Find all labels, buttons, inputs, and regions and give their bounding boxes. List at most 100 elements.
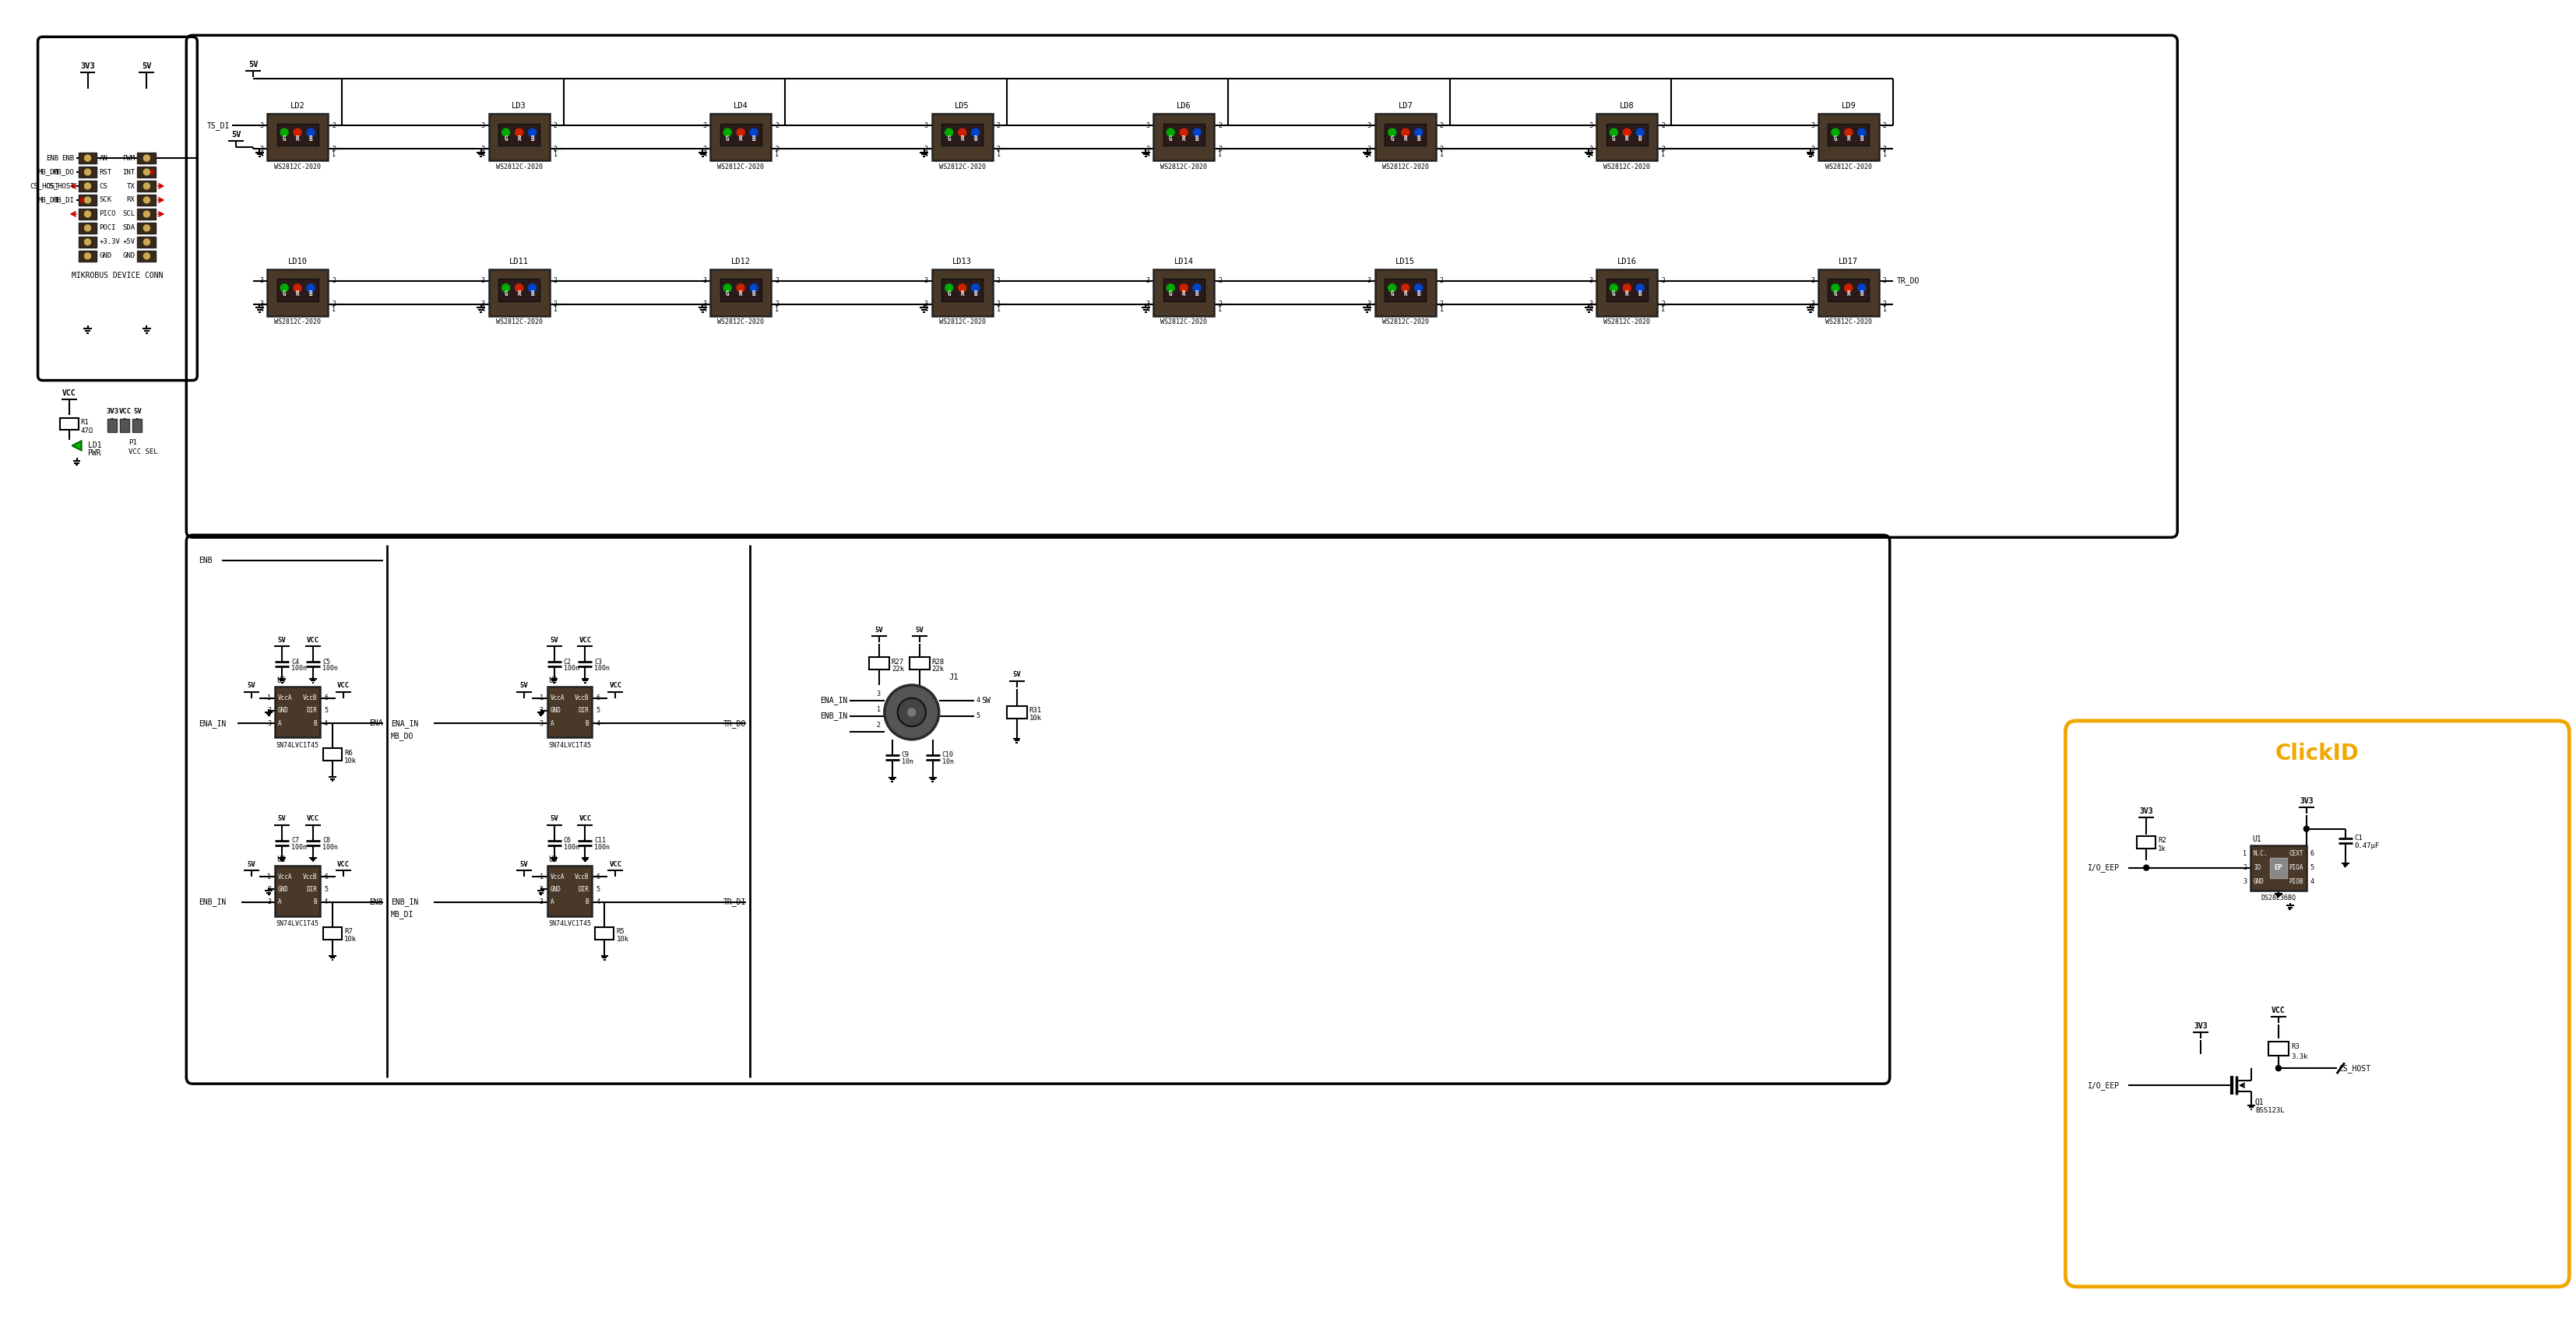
Text: 1: 1: [538, 874, 544, 880]
Text: 3: 3: [876, 691, 881, 698]
Text: 1: 1: [1883, 151, 1886, 157]
Text: R: R: [518, 135, 520, 143]
Bar: [77, 250, 98, 261]
Text: +3.3V: +3.3V: [100, 238, 121, 245]
Text: LD10: LD10: [289, 257, 307, 265]
Circle shape: [1623, 284, 1631, 292]
Circle shape: [144, 155, 149, 161]
Text: 2: 2: [268, 707, 270, 714]
Text: 4: 4: [260, 306, 263, 313]
Text: VccA: VccA: [551, 694, 564, 702]
Circle shape: [971, 129, 979, 136]
Text: LD8: LD8: [1620, 103, 1633, 111]
Text: A: A: [278, 719, 281, 727]
Text: B: B: [1860, 290, 1862, 297]
Text: N.C.: N.C.: [2254, 850, 2267, 858]
Bar: [1607, 124, 1649, 147]
Text: 5V: 5V: [247, 682, 255, 689]
Circle shape: [896, 698, 925, 726]
Text: R27: R27: [891, 658, 904, 665]
Text: SN74LVC1T45: SN74LVC1T45: [549, 920, 590, 927]
Text: B: B: [314, 719, 317, 727]
Text: 2: 2: [332, 123, 335, 129]
Text: ENA_IN: ENA_IN: [392, 719, 417, 727]
Text: R: R: [1847, 135, 1850, 143]
Text: SN74LVC1T45: SN74LVC1T45: [549, 742, 590, 749]
Text: 5V: 5V: [247, 860, 255, 868]
Text: GND: GND: [2254, 878, 2264, 886]
Text: 2: 2: [775, 277, 778, 285]
Text: G: G: [1834, 290, 1837, 297]
Circle shape: [750, 284, 757, 292]
Circle shape: [85, 169, 90, 176]
Text: B: B: [585, 719, 590, 727]
Text: 2: 2: [268, 886, 270, 892]
Bar: [108, 418, 116, 433]
Text: WS2812C-2020: WS2812C-2020: [1826, 163, 1873, 170]
Text: TR_DI: TR_DI: [724, 898, 747, 906]
Text: LD7: LD7: [1399, 103, 1412, 111]
Text: B: B: [1417, 135, 1419, 143]
Text: 100n: 100n: [564, 844, 580, 851]
Text: TR_DO: TR_DO: [724, 719, 747, 727]
Bar: [546, 687, 592, 738]
Text: 1: 1: [1218, 306, 1221, 313]
Text: 1: 1: [1662, 306, 1664, 313]
Text: ENA_IN: ENA_IN: [819, 697, 848, 705]
Text: 3: 3: [1589, 123, 1592, 129]
Text: ENB: ENB: [368, 898, 384, 906]
Circle shape: [307, 129, 314, 136]
Text: VCC: VCC: [337, 682, 350, 689]
Text: LD15: LD15: [1396, 257, 1414, 265]
Text: B: B: [974, 290, 976, 297]
Text: 3: 3: [925, 301, 927, 308]
Circle shape: [281, 129, 289, 136]
Bar: [1597, 113, 1656, 160]
Text: 2: 2: [538, 707, 544, 714]
Text: SCK: SCK: [100, 197, 111, 204]
Text: 2: 2: [332, 145, 335, 152]
Text: 5: 5: [595, 707, 600, 714]
Bar: [721, 124, 762, 147]
Bar: [137, 222, 157, 233]
Circle shape: [515, 129, 523, 136]
Text: G: G: [948, 135, 951, 143]
Circle shape: [945, 129, 953, 136]
Text: 5: 5: [325, 886, 327, 892]
Text: PICO: PICO: [100, 210, 116, 217]
Circle shape: [1193, 129, 1200, 136]
Text: R: R: [739, 290, 742, 297]
Text: 2: 2: [876, 722, 881, 729]
Text: CS_HOST: CS_HOST: [46, 182, 75, 189]
Bar: [77, 166, 98, 177]
Bar: [500, 278, 541, 301]
Text: 100n: 100n: [564, 665, 580, 673]
Text: 2: 2: [1218, 145, 1221, 152]
Text: 5: 5: [2311, 864, 2313, 871]
Text: 1: 1: [554, 306, 556, 313]
Text: MB_DO: MB_DO: [54, 169, 75, 176]
Text: A: A: [278, 899, 281, 906]
Text: G: G: [283, 135, 286, 143]
Text: 3: 3: [703, 277, 706, 285]
Bar: [77, 237, 98, 248]
Text: WS2812C-2020: WS2812C-2020: [1605, 318, 1651, 325]
Circle shape: [1167, 284, 1175, 292]
Text: 3V3: 3V3: [2141, 807, 2154, 815]
Text: LD14: LD14: [1175, 257, 1193, 265]
Text: 2: 2: [554, 301, 556, 308]
Text: DS28E36BQ: DS28E36BQ: [2262, 895, 2295, 902]
Text: 1: 1: [554, 151, 556, 157]
Bar: [276, 687, 319, 738]
Text: R1: R1: [80, 418, 90, 426]
Text: TR_DO: TR_DO: [1896, 277, 1919, 285]
Text: B: B: [309, 135, 312, 143]
Text: 4: 4: [1811, 151, 1814, 157]
Text: DIR: DIR: [307, 886, 317, 892]
Text: 10k: 10k: [345, 758, 355, 765]
Text: 3: 3: [1368, 277, 1370, 285]
Text: VCC: VCC: [608, 860, 621, 868]
Text: TS_DI: TS_DI: [206, 121, 229, 129]
Circle shape: [85, 238, 90, 245]
Text: 2: 2: [1218, 123, 1221, 129]
